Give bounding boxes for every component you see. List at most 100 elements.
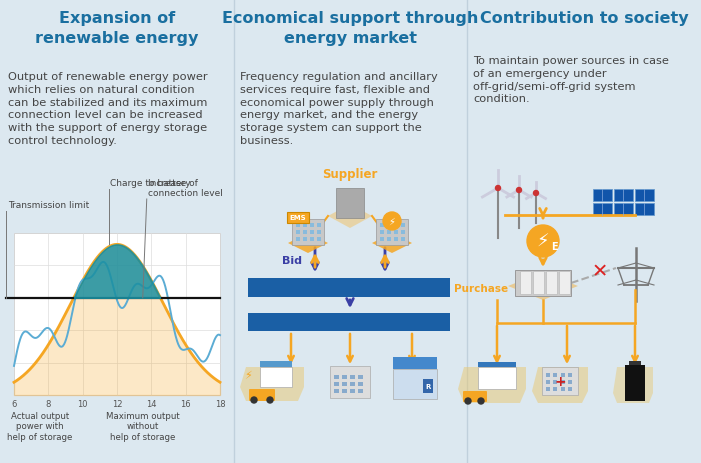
Text: E: E (551, 242, 557, 251)
Text: 16: 16 (180, 399, 191, 408)
FancyBboxPatch shape (546, 373, 550, 377)
FancyBboxPatch shape (401, 224, 405, 227)
FancyBboxPatch shape (393, 357, 437, 363)
FancyBboxPatch shape (342, 389, 347, 393)
Polygon shape (288, 233, 328, 253)
FancyBboxPatch shape (380, 224, 384, 227)
Circle shape (496, 186, 501, 191)
Circle shape (478, 398, 484, 404)
FancyBboxPatch shape (260, 361, 292, 367)
FancyBboxPatch shape (568, 373, 572, 377)
FancyBboxPatch shape (401, 238, 405, 242)
Text: 18: 18 (215, 399, 225, 408)
FancyBboxPatch shape (568, 387, 572, 391)
Text: Transmission limit: Transmission limit (8, 200, 89, 210)
Text: Output of renewable energy power
which relies on natural condition
can be stabil: Output of renewable energy power which r… (8, 72, 207, 146)
FancyBboxPatch shape (635, 204, 654, 216)
Circle shape (251, 397, 257, 403)
FancyBboxPatch shape (515, 270, 571, 296)
Text: Actual output
power with
help of storage: Actual output power with help of storage (7, 411, 72, 441)
Text: Expansion of
renewable energy: Expansion of renewable energy (35, 11, 198, 46)
FancyBboxPatch shape (593, 204, 612, 216)
FancyBboxPatch shape (625, 365, 645, 401)
FancyBboxPatch shape (394, 238, 398, 242)
Text: 8: 8 (46, 399, 51, 408)
Polygon shape (458, 367, 526, 403)
FancyBboxPatch shape (296, 231, 300, 234)
FancyBboxPatch shape (334, 389, 339, 393)
FancyBboxPatch shape (296, 238, 300, 242)
FancyBboxPatch shape (350, 375, 355, 379)
Text: 12: 12 (111, 399, 122, 408)
Circle shape (267, 397, 273, 403)
FancyBboxPatch shape (303, 231, 307, 234)
FancyBboxPatch shape (547, 272, 557, 295)
Text: 14: 14 (146, 399, 156, 408)
Text: Frequency regulation and ancillary
services require fast, flexible and
economica: Frequency regulation and ancillary servi… (240, 72, 437, 146)
FancyBboxPatch shape (393, 363, 437, 369)
FancyBboxPatch shape (553, 380, 557, 384)
FancyBboxPatch shape (292, 219, 324, 245)
Circle shape (527, 225, 559, 257)
FancyBboxPatch shape (334, 382, 339, 386)
Text: Increase of
connection level: Increase of connection level (148, 178, 223, 198)
FancyBboxPatch shape (559, 272, 571, 295)
FancyBboxPatch shape (342, 375, 347, 379)
FancyBboxPatch shape (14, 233, 220, 395)
FancyBboxPatch shape (350, 389, 355, 393)
FancyBboxPatch shape (287, 213, 309, 224)
FancyBboxPatch shape (358, 389, 363, 393)
FancyBboxPatch shape (394, 231, 398, 234)
FancyBboxPatch shape (358, 375, 363, 379)
FancyBboxPatch shape (380, 231, 384, 234)
Text: To maintain power sources in case
of an emergency under
off-grid/semi-off-grid s: To maintain power sources in case of an … (473, 56, 669, 104)
Polygon shape (240, 367, 304, 401)
FancyBboxPatch shape (546, 380, 550, 384)
Text: ⚡: ⚡ (388, 217, 395, 226)
FancyBboxPatch shape (330, 366, 370, 398)
FancyBboxPatch shape (248, 278, 450, 297)
FancyBboxPatch shape (521, 272, 531, 295)
FancyBboxPatch shape (387, 224, 391, 227)
Text: EMS: EMS (290, 215, 306, 221)
FancyBboxPatch shape (310, 224, 314, 227)
Text: R: R (426, 383, 430, 389)
Text: Contribution to society: Contribution to society (479, 11, 688, 26)
FancyBboxPatch shape (614, 189, 633, 201)
Polygon shape (372, 233, 412, 253)
FancyBboxPatch shape (553, 387, 557, 391)
FancyBboxPatch shape (317, 231, 321, 234)
FancyBboxPatch shape (568, 380, 572, 384)
FancyBboxPatch shape (249, 389, 275, 401)
Text: Charge to battery: Charge to battery (110, 179, 191, 188)
FancyBboxPatch shape (303, 224, 307, 227)
FancyBboxPatch shape (248, 313, 450, 332)
FancyBboxPatch shape (303, 238, 307, 242)
FancyBboxPatch shape (334, 375, 339, 379)
FancyBboxPatch shape (394, 224, 398, 227)
FancyBboxPatch shape (296, 224, 300, 227)
Text: Grid operator: Grid operator (303, 316, 397, 329)
FancyBboxPatch shape (350, 382, 355, 386)
Text: 6: 6 (11, 399, 17, 408)
Polygon shape (613, 367, 653, 403)
Text: Supplier: Supplier (322, 168, 378, 181)
FancyBboxPatch shape (423, 379, 433, 393)
FancyBboxPatch shape (401, 231, 405, 234)
FancyBboxPatch shape (542, 367, 578, 395)
FancyBboxPatch shape (310, 238, 314, 242)
FancyBboxPatch shape (387, 231, 391, 234)
Circle shape (465, 398, 471, 404)
Circle shape (517, 188, 522, 193)
FancyBboxPatch shape (463, 391, 487, 402)
FancyBboxPatch shape (478, 362, 516, 367)
FancyBboxPatch shape (635, 189, 654, 201)
Text: 10: 10 (77, 399, 88, 408)
FancyBboxPatch shape (260, 367, 292, 387)
FancyBboxPatch shape (629, 361, 641, 365)
Text: Bid: Bid (282, 256, 302, 265)
Polygon shape (508, 272, 578, 300)
FancyBboxPatch shape (614, 204, 633, 216)
FancyBboxPatch shape (533, 272, 545, 295)
Circle shape (533, 191, 538, 196)
